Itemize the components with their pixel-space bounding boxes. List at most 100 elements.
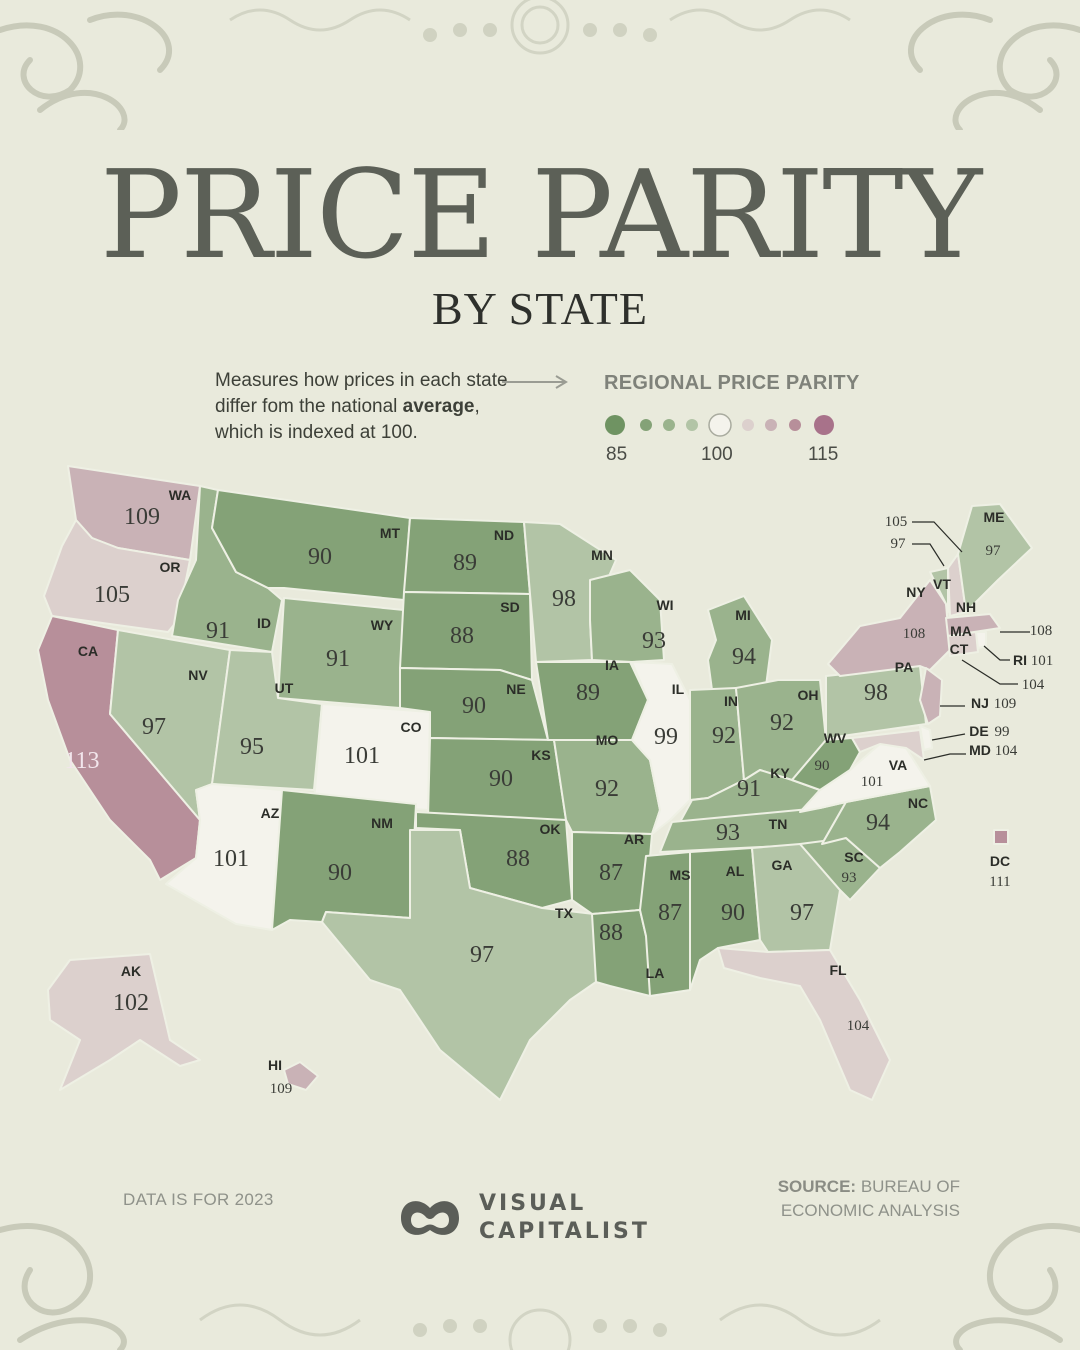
leader-ri [983, 645, 1010, 661]
state-value-dc: 111 [989, 874, 1010, 890]
state-value-il: 99 [654, 724, 678, 750]
state-shape-tx [321, 829, 597, 1101]
description-bold: average [402, 396, 475, 417]
state-abbr-il: IL [672, 681, 685, 697]
state-value-in: 92 [712, 723, 736, 749]
state-value-mi: 94 [732, 644, 756, 670]
state-shape-ny [827, 579, 951, 677]
state-value-az: 101 [213, 846, 249, 872]
page-subtitle: BY STATE [431, 283, 648, 334]
source-note: SOURCE: BUREAU OF ECONOMIC ANALYSIS [770, 1175, 960, 1223]
state-abbr-al: AL [726, 863, 745, 879]
legend-dot [814, 415, 834, 435]
state-abbr-mt: MT [380, 525, 401, 541]
state-abbr-wi: WI [656, 597, 673, 613]
ornament-top [0, 0, 1080, 130]
page-title: PRICE PARITY [99, 144, 982, 286]
state-abbr-de: DE [969, 723, 988, 739]
state-abbr-ia: IA [605, 657, 619, 673]
state-shape-fl [717, 947, 891, 1101]
leader-md [923, 753, 966, 761]
state-value-sc: 93 [842, 870, 857, 886]
state-abbr-nj: NJ [971, 695, 989, 711]
legend-dot [708, 413, 732, 437]
state-value-ms: 87 [658, 900, 682, 926]
state-value-wa: 109 [124, 504, 160, 530]
state-abbr-la: LA [646, 965, 665, 981]
state-abbr-ga: GA [772, 857, 793, 873]
state-abbr-ks: KS [531, 747, 550, 763]
state-abbr-wv: WV [824, 730, 847, 746]
visual-capitalist-logo-icon [401, 1201, 459, 1235]
state-value-ak: 102 [113, 990, 149, 1016]
leader-de [931, 733, 966, 741]
state-shape-ct [947, 631, 979, 657]
description-text: Measures how prices in each state differ… [215, 370, 508, 417]
state-shape-il [631, 661, 691, 835]
state-value-ne: 90 [462, 693, 486, 719]
state-abbr-wy: WY [371, 617, 394, 633]
legend-scale [605, 413, 834, 437]
state-value-md: 104 [995, 743, 1018, 759]
data-year-note: DATA IS FOR 2023 [123, 1190, 274, 1209]
state-abbr-ri: RI [1013, 652, 1027, 668]
state-abbr-ak: AK [121, 963, 141, 979]
leader-vt [912, 543, 945, 567]
state-value-co: 101 [344, 743, 380, 769]
state-abbr-nm: NM [371, 815, 393, 831]
state-abbr-tn: TN [769, 816, 788, 832]
state-abbr-or: OR [160, 559, 181, 575]
state-value-nm: 90 [328, 860, 352, 886]
state-value-pa: 98 [864, 680, 888, 706]
arrow-right-icon [502, 375, 568, 389]
state-abbr-hi: HI [268, 1057, 282, 1073]
source-text: BUREAU OF ECONOMIC ANALYSIS [780, 1177, 960, 1220]
state-value-wv: 90 [815, 758, 830, 774]
legend-dot [789, 419, 801, 431]
state-shape-de [919, 725, 933, 751]
state-value-nh: 105 [885, 514, 908, 530]
brand-name-line2: CAPITALIST [479, 1219, 650, 1244]
state-value-ct: 104 [1022, 677, 1045, 693]
legend-min-label: 85 [606, 444, 628, 465]
state-value-vt: 97 [891, 536, 907, 552]
state-value-ia: 89 [576, 680, 600, 706]
state-abbr-mo: MO [596, 732, 619, 748]
state-value-nv: 97 [142, 714, 166, 740]
state-abbr-in: IN [724, 693, 738, 709]
state-abbr-ky: KY [770, 765, 790, 781]
legend-title: REGIONAL PRICE PARITY [604, 372, 860, 394]
state-shape-md [851, 729, 925, 761]
state-value-or: 105 [94, 582, 130, 608]
legend-dot [605, 415, 625, 435]
state-value-fl: 104 [847, 1018, 870, 1034]
state-abbr-az: AZ [261, 805, 280, 821]
state-value-oh: 92 [770, 710, 794, 736]
legend-max-label: 115 [808, 444, 839, 465]
state-abbr-pa: PA [895, 659, 913, 675]
state-value-ca: 113 [64, 748, 99, 774]
state-value-wy: 91 [326, 646, 350, 672]
ornament-bottom [0, 1223, 1080, 1350]
leader-ct [961, 659, 1018, 685]
state-value-wi: 93 [642, 628, 666, 654]
state-abbr-fl: FL [829, 962, 847, 978]
state-shape-nj [919, 667, 943, 725]
state-value-ma: 108 [1030, 623, 1053, 639]
state-abbr-mn: MN [591, 547, 613, 563]
state-value-ny: 108 [903, 626, 926, 642]
state-abbr-ca: CA [78, 643, 98, 659]
state-abbr-ct: CT [950, 641, 969, 657]
state-abbr-co: CO [401, 719, 422, 735]
state-abbr-md: MD [969, 742, 991, 758]
state-value-tx: 97 [470, 942, 494, 968]
state-abbr-vt: VT [933, 576, 951, 592]
state-shape-ma [945, 613, 1001, 637]
state-value-ar: 87 [599, 860, 623, 886]
legend-dot [640, 419, 652, 431]
state-abbr-va: VA [889, 757, 907, 773]
state-value-nj: 109 [994, 696, 1017, 712]
state-shape-hi [283, 1061, 319, 1091]
source-label: SOURCE: [777, 1177, 857, 1196]
state-value-mn: 98 [552, 586, 576, 612]
